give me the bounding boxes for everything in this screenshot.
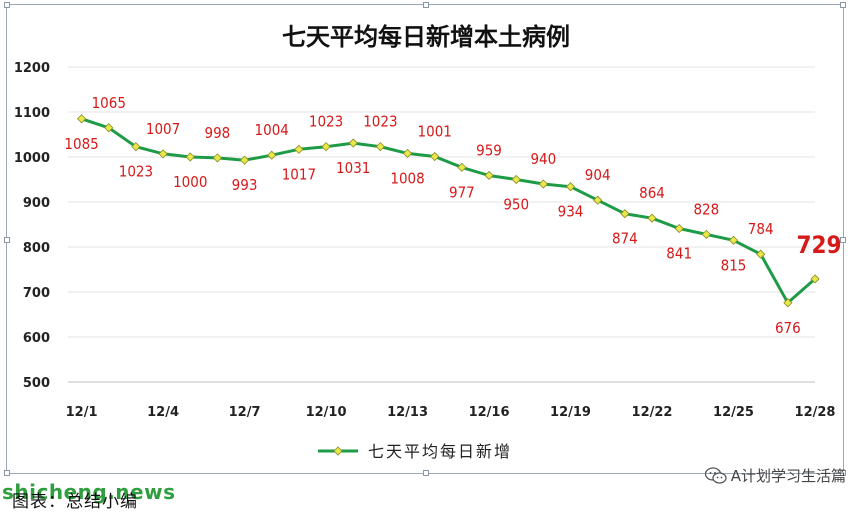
data-label: 959	[476, 141, 502, 159]
y-tick-label: 1100	[14, 106, 50, 121]
data-label: 1007	[146, 120, 180, 138]
data-label: 993	[232, 176, 258, 194]
footer-caption: 图表：总结小编	[12, 492, 138, 512]
data-point	[321, 142, 331, 152]
watermark-site: shicheng.news	[2, 480, 176, 504]
data-label: 864	[639, 184, 665, 202]
x-tick-label: 12/13	[387, 405, 428, 420]
resize-handle-right[interactable]	[840, 237, 846, 243]
data-point	[267, 150, 277, 160]
data-point	[783, 298, 793, 308]
y-tick-label: 900	[23, 196, 50, 211]
data-label: 874	[612, 230, 638, 248]
x-tick-label: 12/7	[229, 405, 261, 420]
y-tick-label: 1000	[14, 151, 50, 166]
watermark-account: A计划学习生活篇	[704, 465, 846, 486]
data-point	[158, 149, 168, 159]
watermark-account-name: A计划学习生活篇	[730, 467, 846, 485]
data-point	[77, 114, 87, 124]
data-label: 940	[530, 150, 556, 168]
chart-frame	[4, 2, 846, 476]
x-tick-label: 12/22	[632, 405, 673, 420]
resize-handle-bottom-right[interactable]	[840, 470, 846, 476]
data-point	[402, 148, 413, 158]
data-label: 904	[585, 166, 611, 184]
data-point	[538, 179, 548, 189]
data-label: 1031	[336, 159, 370, 177]
data-label: 841	[666, 245, 692, 263]
data-point	[593, 195, 603, 205]
y-tick-label: 800	[23, 241, 50, 256]
x-tick-label: 12/16	[469, 405, 510, 420]
data-label: 1085	[64, 135, 98, 153]
wechat-icon	[704, 466, 727, 485]
data-label: 1023	[119, 163, 153, 181]
data-label: 1017	[282, 165, 316, 183]
data-point	[484, 170, 494, 181]
data-point	[647, 213, 657, 223]
data-point	[131, 142, 141, 152]
resize-handle-bottom-left[interactable]	[4, 470, 10, 476]
data-point	[810, 274, 820, 284]
data-point	[212, 153, 222, 163]
y-tick-label: 500	[23, 376, 50, 391]
data-point	[511, 174, 521, 185]
x-tick-label: 12/10	[306, 405, 347, 420]
y-tick-label: 600	[23, 331, 50, 346]
data-label: 729	[796, 231, 841, 259]
data-label: 1001	[418, 123, 452, 141]
data-point	[294, 144, 304, 154]
data-label: 828	[693, 200, 719, 218]
data-label: 1008	[390, 169, 424, 187]
legend-marker	[333, 446, 343, 456]
data-label: 1000	[173, 173, 207, 191]
data-point	[701, 229, 711, 239]
data-label: 1065	[92, 94, 126, 112]
x-tick-label: 12/19	[550, 405, 591, 420]
resize-handle-bottom[interactable]	[423, 470, 429, 476]
data-point	[674, 223, 684, 234]
data-label: 998	[205, 124, 231, 142]
data-label: 950	[503, 196, 529, 214]
data-point	[375, 142, 385, 152]
x-tick-label: 12/1	[66, 405, 98, 420]
data-point	[728, 235, 739, 245]
data-label: 784	[748, 220, 774, 238]
data-label: 1004	[255, 121, 289, 139]
resize-handle-top-right[interactable]	[840, 2, 846, 8]
data-point	[565, 182, 576, 192]
data-label: 676	[775, 319, 801, 337]
data-label: 1023	[309, 113, 343, 131]
x-tick-label: 12/28	[795, 405, 836, 420]
data-point	[239, 155, 250, 165]
data-label: 815	[721, 256, 747, 274]
data-point	[348, 138, 358, 148]
y-tick-label: 700	[23, 286, 50, 301]
x-tick-label: 12/4	[147, 405, 179, 420]
resize-handle-left[interactable]	[4, 237, 10, 243]
resize-handle-top[interactable]	[423, 2, 429, 8]
series-line	[81, 117, 816, 305]
x-tick-label: 12/25	[713, 405, 754, 420]
resize-handle-top-left[interactable]	[4, 2, 10, 8]
y-tick-label: 1200	[14, 61, 50, 76]
data-label: 934	[558, 203, 584, 221]
data-point	[620, 209, 630, 219]
data-point	[430, 151, 440, 162]
legend-label: 七天平均每日新增	[368, 442, 512, 461]
data-point	[756, 249, 766, 259]
chart-title: 七天平均每日新增本土病例	[282, 23, 570, 51]
data-point	[185, 152, 195, 162]
data-point	[104, 123, 114, 133]
data-label: 977	[449, 183, 475, 201]
data-point	[457, 162, 467, 172]
data-label: 1023	[363, 113, 397, 131]
